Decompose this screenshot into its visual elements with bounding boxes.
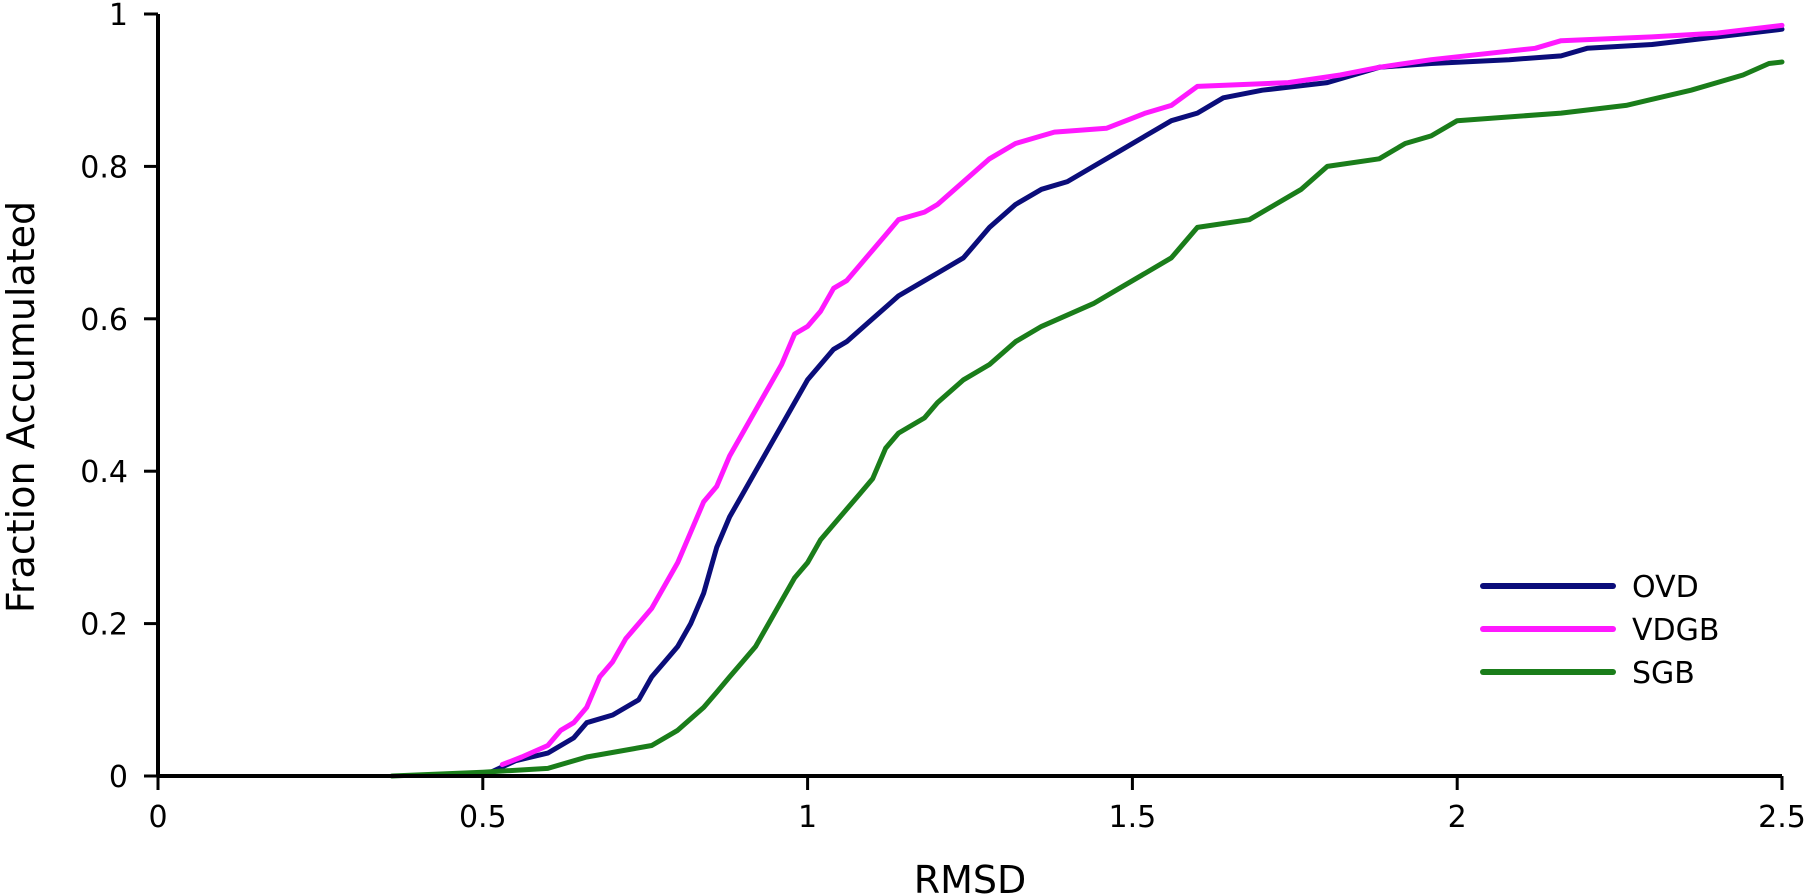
y-tick-label: 0.8: [80, 150, 128, 185]
legend-label-ovd: OVD: [1632, 570, 1699, 605]
axes: [156, 14, 1782, 778]
x-tick-label: 1.5: [1109, 800, 1157, 835]
legend-label-vdgb: VDGB: [1632, 613, 1719, 648]
x-tick-label: 2: [1448, 800, 1467, 835]
x-tick-label: 0: [148, 800, 167, 835]
legend-label-sgb: SGB: [1632, 656, 1695, 691]
legend: OVD VDGB SGB: [1480, 570, 1719, 691]
series-line-ovd: [480, 26, 1785, 779]
x-axis-title: RMSD: [914, 858, 1027, 896]
x-tick-label: 1: [798, 800, 817, 835]
y-tick-label: 0.2: [80, 608, 128, 643]
series-line-vdgb: [499, 22, 1785, 768]
series-line-sgb: [389, 59, 1785, 779]
x-tick-label: 2.5: [1758, 800, 1805, 835]
y-tick-label: 0.6: [80, 303, 128, 338]
y-tick-label: 0.4: [80, 455, 128, 490]
y-axis-title: Fraction Accumulated: [0, 201, 43, 613]
y-ticks: 0 0.2 0.4 0.6 0.8 1: [80, 0, 158, 795]
x-ticks: 0 0.5 1 1.5 2 2.5: [148, 776, 1805, 835]
y-tick-label: 0: [109, 760, 128, 795]
y-tick-label: 1: [109, 0, 128, 33]
plot-area: [389, 22, 1785, 779]
x-tick-label: 0.5: [459, 800, 507, 835]
